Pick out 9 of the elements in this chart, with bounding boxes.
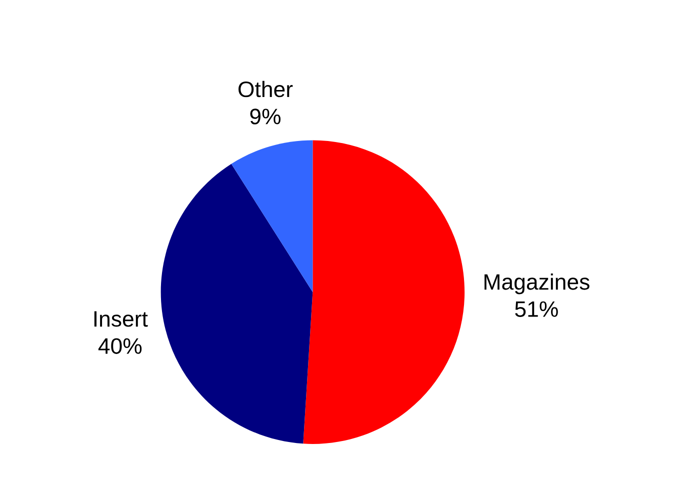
data-label: 9% xyxy=(250,108,281,124)
slice-label: Magazines xyxy=(484,274,590,294)
slice-label: Insert xyxy=(94,311,148,327)
pie-slice xyxy=(231,140,313,292)
pie-slice xyxy=(160,164,313,444)
data-label: 51% xyxy=(515,301,558,317)
data-label: 40% xyxy=(98,338,142,354)
slice-label: Other xyxy=(238,80,293,98)
pie-slice xyxy=(303,140,465,444)
